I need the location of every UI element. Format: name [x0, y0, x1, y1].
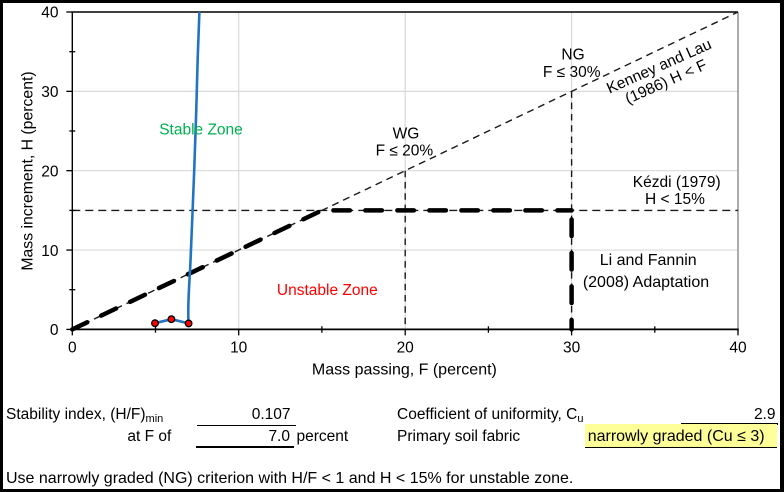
svg-text:10: 10 [41, 243, 59, 260]
svg-text:30: 30 [41, 84, 59, 101]
svg-text:20: 20 [397, 340, 415, 357]
svg-text:Mass increment, H (percent): Mass increment, H (percent) [20, 71, 37, 270]
svg-text:F ≤ 20%: F ≤ 20% [376, 143, 434, 160]
svg-text:WG: WG [393, 125, 420, 142]
svg-text:Unstable Zone: Unstable Zone [277, 282, 378, 299]
svg-text:F ≤ 30%: F ≤ 30% [543, 64, 601, 81]
svg-text:20: 20 [41, 163, 59, 180]
svg-text:NG: NG [561, 46, 584, 63]
svg-text:Stable Zone: Stable Zone [159, 122, 243, 139]
svg-text:Mass passing, F (percent): Mass passing, F (percent) [312, 362, 497, 379]
svg-text:Kézdi (1979): Kézdi (1979) [633, 174, 721, 191]
svg-text:H < 15%: H < 15% [645, 191, 705, 208]
svg-text:(2008) Adaptation: (2008) Adaptation [583, 274, 709, 291]
svg-text:Li and Fannin: Li and Fannin [600, 252, 697, 269]
svg-text:0: 0 [50, 322, 59, 339]
svg-text:40: 40 [729, 340, 747, 357]
svg-text:40: 40 [41, 5, 59, 22]
svg-text:10: 10 [230, 340, 248, 357]
svg-text:0: 0 [68, 340, 77, 357]
svg-text:30: 30 [563, 340, 581, 357]
